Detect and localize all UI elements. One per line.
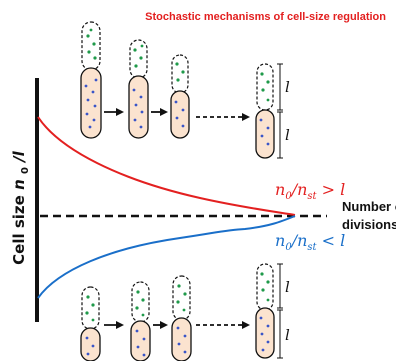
top-length-bracket-daughter <box>277 63 283 111</box>
top-length-label-mother: l <box>285 126 290 144</box>
bottom-length-bracket-daughter <box>277 263 283 309</box>
upper-convergence-curve <box>37 116 296 216</box>
lower-convergence-curve <box>37 215 296 299</box>
bottom-cell-1 <box>80 286 101 361</box>
y-axis-label-rest: /l <box>10 150 28 163</box>
svg-text:Cell size n: Cell size n 0 /l <box>10 150 32 265</box>
top-cell-4 <box>255 63 275 159</box>
y-axis-label-main: Cell size <box>10 195 28 265</box>
upper-curve-label: n0/nst > l <box>275 180 345 202</box>
lower-curve-label: n0/nst < l <box>275 231 345 253</box>
bottom-cell-sequence: l l <box>80 263 290 361</box>
top-cell-1 <box>80 21 102 139</box>
y-axis-label-sub: 0 <box>20 167 31 174</box>
top-cell-2 <box>128 39 149 139</box>
y-axis-label: Cell size n 0 /l <box>10 150 32 265</box>
bottom-cell-4 <box>255 263 275 359</box>
bottom-cell-2 <box>130 281 151 361</box>
bottom-length-label-daughter: l <box>285 278 290 296</box>
y-axis-label-var: n <box>10 179 28 190</box>
x-axis-label-line1: Number of <box>342 199 396 214</box>
top-cell-sequence: l l <box>80 21 290 159</box>
x-axis-label-line2: divisions <box>342 217 396 232</box>
bottom-length-label-mother: l <box>285 326 290 344</box>
top-cell-3 <box>170 54 190 139</box>
bottom-length-bracket-mother <box>277 309 283 359</box>
top-length-bracket-mother <box>277 111 283 159</box>
diagram-title: Stochastic mechanisms of cell-size regul… <box>145 11 386 23</box>
top-length-label-daughter: l <box>285 78 290 96</box>
bottom-cell-3 <box>171 275 192 361</box>
